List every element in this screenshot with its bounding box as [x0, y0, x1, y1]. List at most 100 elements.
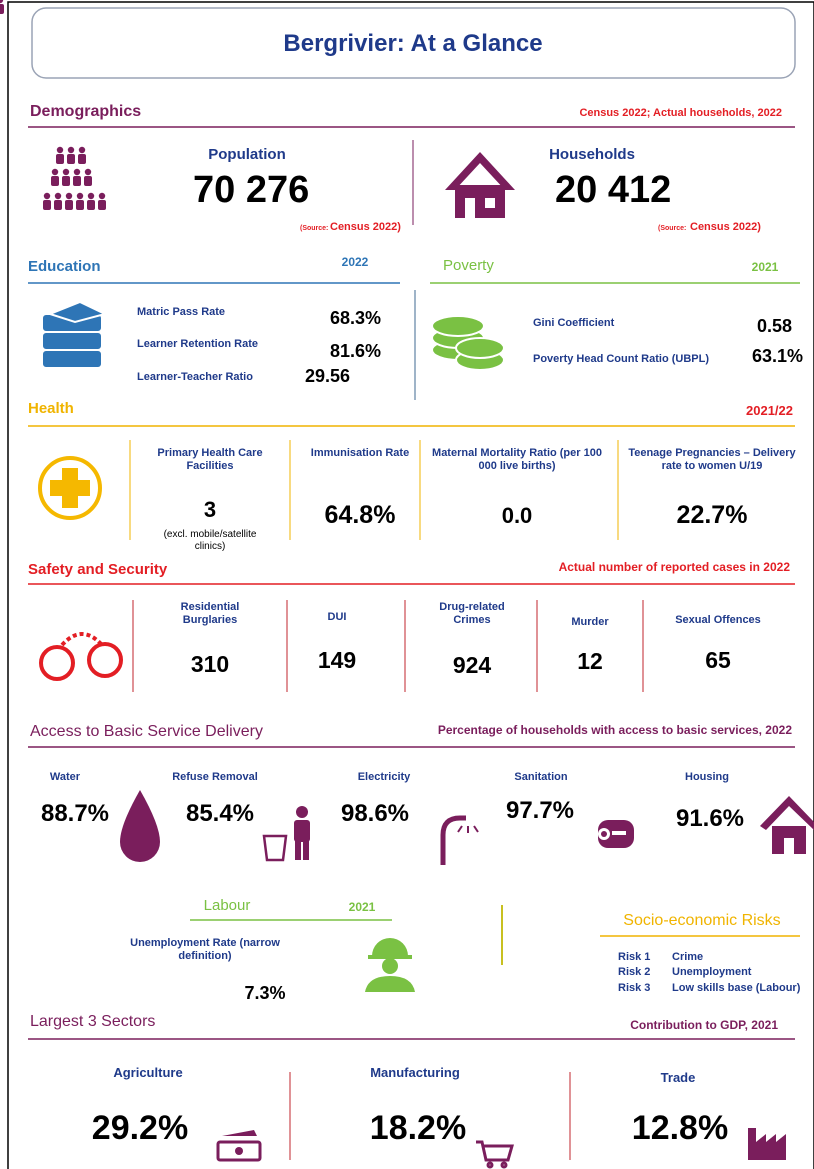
section-heading: Labour: [203, 897, 251, 914]
stat-label: Residential Burglaries: [180, 601, 240, 627]
stat-label: Gini Coefficient: [533, 317, 615, 329]
dividers: [129, 440, 619, 540]
section-note: Contribution to GDP, 2021: [630, 1018, 778, 1032]
housing-icon: [760, 796, 814, 854]
stat-value: 98.6%: [340, 800, 410, 827]
stat-value: 20 412: [555, 169, 672, 211]
stat-value: 68.3%: [330, 308, 382, 328]
money-icon: [216, 1130, 262, 1162]
stat-note: (excl. mobile/satellite clinics): [163, 529, 257, 552]
section-heading: Demographics: [30, 103, 142, 120]
section-heading: Health: [28, 400, 74, 417]
stat-label: Poverty Head Count Ratio (UBPL): [533, 353, 710, 365]
section-heading: Largest 3 Sectors: [30, 1013, 156, 1030]
toilet-paper-icon: [598, 820, 634, 848]
stat-label: Agriculture: [113, 1065, 183, 1080]
people-icon: [0, 0, 106, 210]
factory-icon: [748, 1128, 786, 1160]
stat-label: Matric Pass Rate: [137, 306, 226, 318]
title-box: [31, 7, 796, 79]
stat-label: Teenage Pregnancies – Delivery rate to w…: [628, 447, 796, 473]
section-heading: Socio-economic Risks: [623, 912, 781, 929]
risk-rank: Risk 3: [618, 982, 651, 994]
stat-value: 0.0: [501, 503, 533, 528]
stat-value: 97.7%: [505, 797, 575, 824]
stat-label: Households: [549, 146, 635, 163]
section-heading: Safety and Security: [28, 561, 168, 578]
stat-value: 64.8%: [324, 501, 396, 529]
worker-icon: [365, 938, 415, 992]
lamp-icon: [440, 815, 479, 865]
stat-value: 29.2%: [91, 1109, 189, 1147]
stat-label: Water: [49, 771, 81, 783]
stat-value: 70 276: [193, 169, 310, 211]
stat-label: Drug-related Crimes: [439, 601, 505, 627]
source-label: (Source:: [658, 225, 687, 232]
stat-label: Murder: [571, 616, 609, 628]
stat-label: Unemployment Rate (narrow definition): [130, 937, 280, 963]
cart-icon: [476, 1140, 514, 1169]
stat-value: 310: [190, 651, 230, 677]
stat-label: Electricity: [357, 771, 411, 783]
books-icon: [41, 300, 108, 369]
dividers: [289, 1072, 571, 1160]
section-year: 2021: [751, 260, 779, 274]
section-note: Census 2022; Actual households, 2022: [579, 107, 782, 119]
section-heading: Poverty: [443, 257, 494, 274]
section-year: 2022: [341, 255, 369, 269]
dividers: [132, 600, 644, 692]
stat-value: 29.56: [305, 366, 351, 386]
stat-label: Housing: [685, 771, 729, 783]
risk-rank: Risk 1: [618, 951, 651, 963]
section-year: 2021/22: [746, 403, 793, 418]
health-icon: [38, 456, 102, 520]
stat-value: 88.7%: [40, 800, 110, 827]
page-border: [7, 1, 814, 1169]
refuse-icon: [262, 806, 310, 862]
stat-label: Maternal Mortality Ratio (per 100 000 li…: [432, 447, 602, 473]
stat-label: DUI: [327, 611, 347, 623]
stat-value: 63.1%: [752, 346, 804, 366]
risk: Low skills base (Labour): [672, 982, 801, 994]
section-note: Percentage of households with access to …: [437, 723, 792, 737]
stat-value: 91.6%: [675, 805, 745, 832]
stat-value: 65: [705, 647, 731, 673]
stat-value: 7.3%: [244, 983, 286, 1003]
stat-label: Sanitation: [514, 771, 568, 783]
section-note: Actual number of reported cases in 2022: [558, 560, 790, 574]
coins-icon: [431, 315, 505, 371]
stat-value: 3: [203, 497, 217, 522]
stat-label: Trade: [660, 1070, 696, 1085]
title: Bergrivier: At a Glance: [283, 30, 543, 57]
risk: Crime: [672, 951, 704, 963]
stat-value: 0.58: [757, 316, 793, 336]
stat-label: Learner-Teacher Ratio: [137, 371, 253, 383]
stat-label: Learner Retention Rate: [137, 338, 259, 350]
stat-label: Refuse Removal: [172, 771, 258, 783]
stat-value: 22.7%: [676, 501, 748, 529]
section-heading: Education: [28, 258, 101, 275]
stat-value: 12.8%: [631, 1109, 729, 1147]
source-label: (Source:: [300, 225, 329, 232]
handcuffs-icon: [39, 632, 123, 681]
stat-label: Manufacturing: [370, 1065, 460, 1080]
house-icon: [445, 152, 515, 218]
stat-value: 149: [317, 647, 357, 673]
stat-value: 81.6%: [330, 341, 382, 361]
drop-icon: [120, 790, 160, 862]
stat-label: Sexual Offences: [675, 614, 761, 626]
risk: Unemployment: [672, 966, 752, 978]
source: Census 2022): [330, 221, 401, 233]
stat-value: 85.4%: [185, 800, 255, 827]
risk-rank: Risk 2: [618, 966, 651, 978]
section-year: 2021: [348, 900, 376, 914]
stat-label: Primary Health Care Facilities: [157, 447, 263, 473]
section-heading: Access to Basic Service Delivery: [30, 723, 263, 740]
source: Census 2022): [690, 221, 761, 233]
stat-value: 924: [452, 652, 492, 678]
stat-label: Population: [208, 146, 286, 163]
stat-label: Immunisation Rate: [310, 447, 410, 459]
stat-value: 12: [577, 648, 603, 674]
